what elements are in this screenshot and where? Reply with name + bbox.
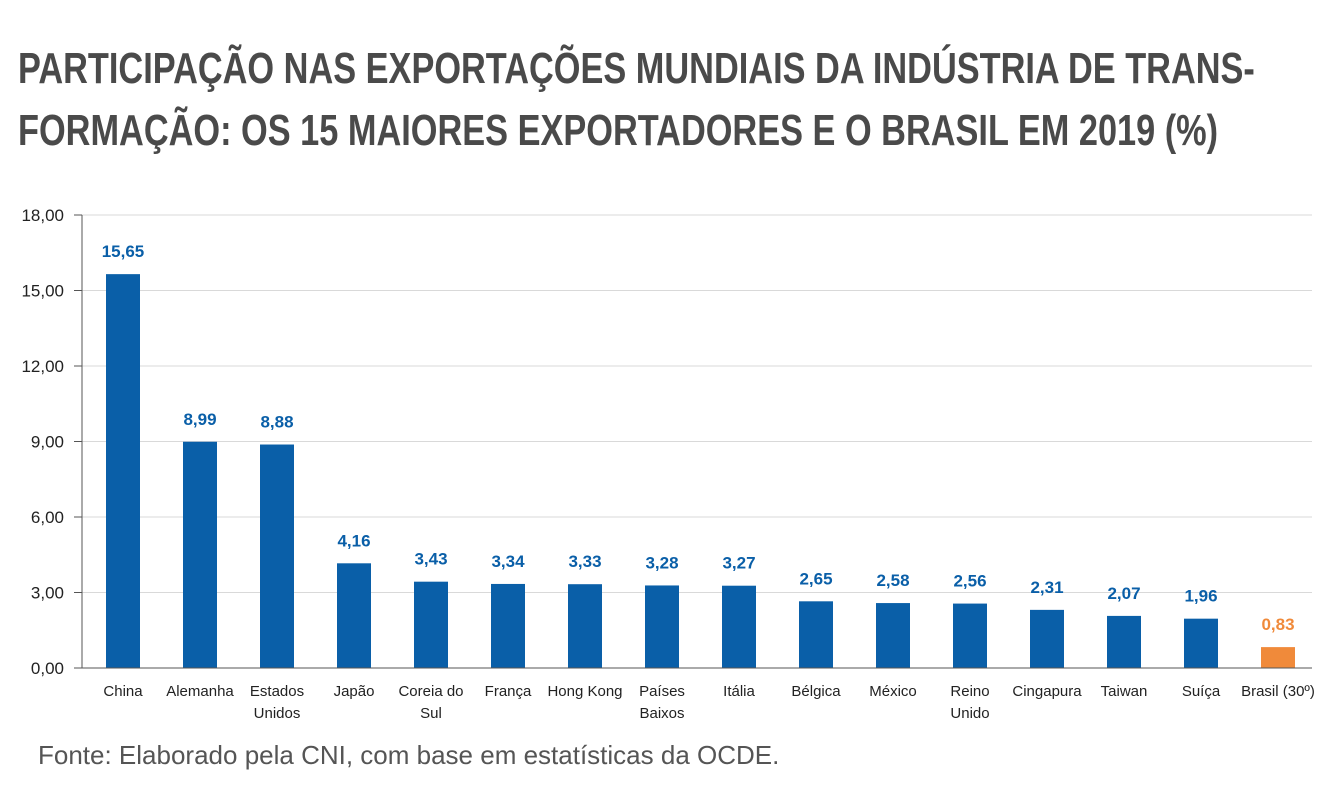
chart-title-line-2: FORMAÇÃO: OS 15 MAIORES EXPORTADORES E O… — [18, 106, 1219, 155]
category-label: Itália — [723, 683, 755, 700]
data-label: 2,65 — [799, 569, 832, 588]
data-label: 2,58 — [876, 571, 909, 590]
bar — [337, 563, 371, 668]
data-label: 3,34 — [491, 552, 525, 571]
category-label: Sul — [420, 705, 442, 722]
bar — [183, 441, 217, 668]
category-label: Estados — [250, 683, 304, 700]
data-label: 8,88 — [260, 413, 293, 432]
x-axis-categories: China Alemanha Estados Unidos Japão Coreia do… — [103, 683, 1315, 722]
bar — [1107, 615, 1141, 668]
bar — [260, 444, 294, 668]
category-label: Coreia do — [398, 683, 463, 700]
category-label: Unido — [950, 705, 989, 722]
category-label: Reino — [950, 683, 989, 700]
data-label: 3,28 — [645, 553, 678, 572]
value-labels: 15,65 8,99 8,88 4,16 3,43 3,34 3,33 3,28 3,27 2,6… — [102, 242, 1295, 634]
y-tick-label: 0,00 — [31, 659, 64, 678]
bar-chart: 0,00 3,00 6,00 9,00 12,00 15,00 18,00 15,65 8,9… — [21, 206, 1315, 722]
chart-title-line-1: PARTICIPAÇÃO NAS EXPORTAÇÕES MUNDIAIS DA… — [18, 44, 1255, 93]
y-axis-ticks: 0,00 3,00 6,00 9,00 12,00 15,00 18,00 — [21, 206, 83, 678]
bar — [414, 581, 448, 668]
category-label: Unidos — [254, 705, 301, 722]
bar — [1030, 609, 1064, 668]
bar — [799, 601, 833, 668]
chart-title: PARTICIPAÇÃO NAS EXPORTAÇÕES MUNDIAIS DA… — [18, 38, 1255, 162]
data-label: 3,43 — [414, 550, 447, 569]
data-label: 3,27 — [722, 554, 755, 573]
bar — [953, 603, 987, 668]
category-label: Japão — [334, 683, 375, 700]
data-label: 2,31 — [1030, 578, 1063, 597]
bar — [491, 583, 525, 668]
data-label: 8,99 — [183, 410, 216, 429]
category-label: Bélgica — [791, 683, 841, 700]
y-tick-label: 18,00 — [21, 206, 64, 225]
bar — [722, 585, 756, 668]
category-label: China — [103, 683, 143, 700]
category-label: França — [485, 683, 532, 700]
data-label: 15,65 — [102, 242, 145, 261]
bar — [876, 603, 910, 668]
y-tick-label: 6,00 — [31, 508, 64, 527]
data-label: 4,16 — [337, 531, 370, 550]
bar — [106, 274, 140, 668]
category-label: Baixos — [639, 705, 684, 722]
data-label: 2,56 — [953, 572, 986, 591]
category-label: Cingapura — [1012, 683, 1082, 700]
category-label: Taiwan — [1101, 683, 1148, 700]
category-label: Países — [639, 683, 685, 700]
category-label: Brasil (30º) — [1241, 683, 1315, 700]
data-label: 3,33 — [568, 552, 601, 571]
y-tick-label: 12,00 — [21, 357, 64, 376]
category-label: Alemanha — [166, 683, 234, 700]
bar — [645, 585, 679, 668]
bars — [106, 274, 1295, 668]
data-label: 0,83 — [1261, 615, 1294, 634]
bar — [1261, 647, 1295, 668]
category-label: Hong Kong — [547, 683, 622, 700]
y-tick-label: 9,00 — [31, 433, 64, 452]
category-label: Suíça — [1182, 683, 1221, 700]
data-label: 1,96 — [1184, 587, 1217, 606]
category-label: México — [869, 683, 917, 700]
source-note: Fonte: Elaborado pela CNI, com base em e… — [38, 740, 780, 770]
bar — [1184, 618, 1218, 668]
y-tick-label: 3,00 — [31, 584, 64, 603]
bar — [568, 584, 602, 668]
y-tick-label: 15,00 — [21, 282, 64, 301]
data-label: 2,07 — [1107, 584, 1140, 603]
